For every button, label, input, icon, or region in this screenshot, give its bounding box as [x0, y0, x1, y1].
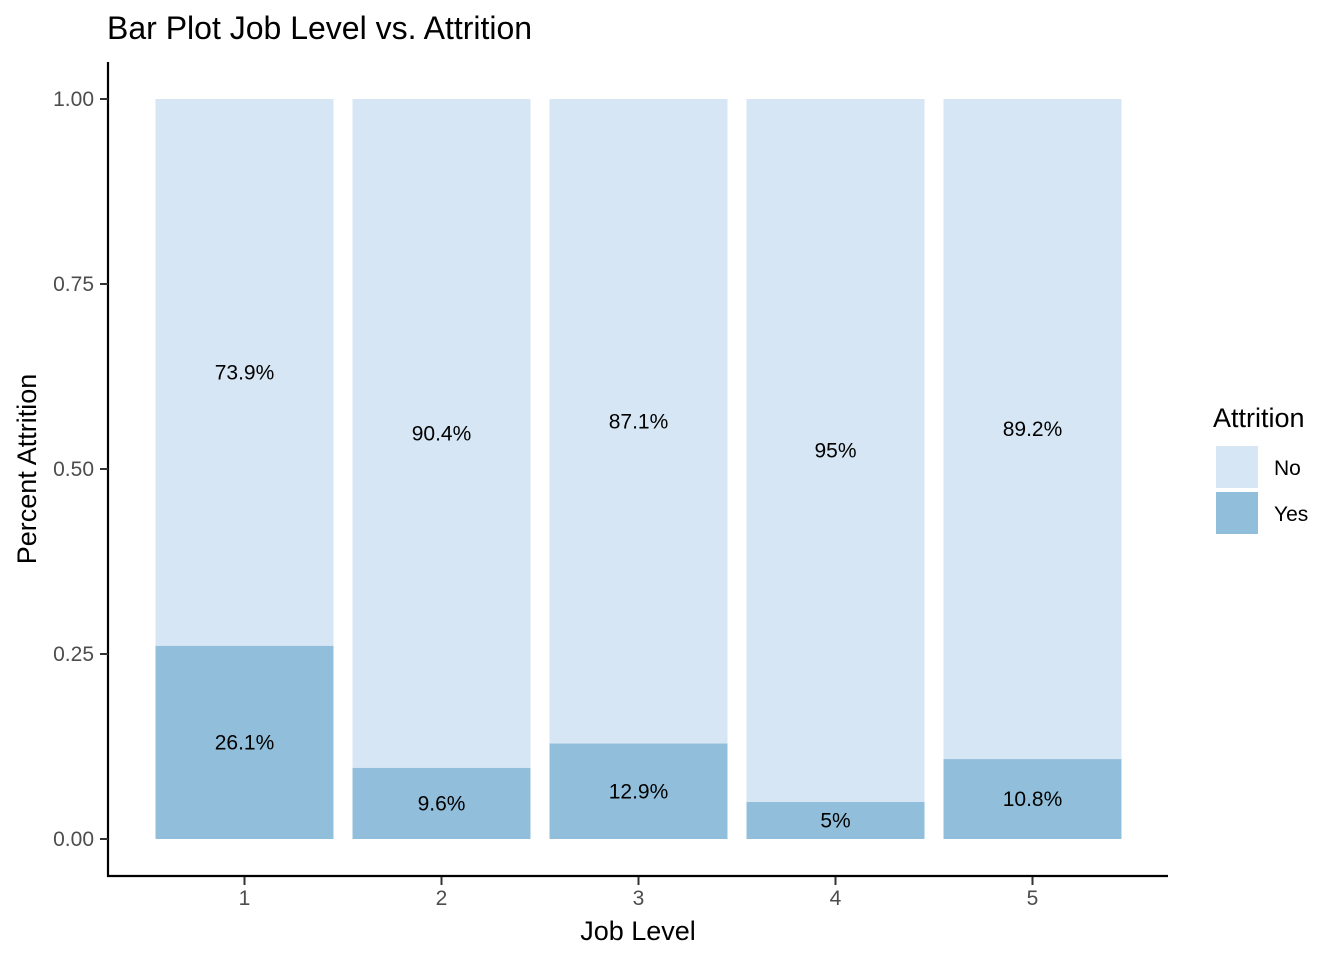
data-label-yes-5: 10.8% — [1003, 788, 1063, 811]
legend-key-no — [1216, 446, 1258, 488]
chart-title: Bar Plot Job Level vs. Attrition — [107, 10, 532, 46]
bar-no-1 — [155, 99, 334, 646]
data-label-yes-3: 12.9% — [609, 780, 669, 803]
legend: Attrition No Yes — [1213, 403, 1308, 534]
x-tick-label-1: 1 — [239, 887, 251, 910]
bar-no-5 — [943, 99, 1122, 760]
bar-no-2 — [352, 99, 531, 768]
y-tick-label-3: 0.75 — [53, 273, 94, 296]
x-tick-label-2: 2 — [436, 887, 448, 910]
x-axis-ticks: 1 2 3 4 5 — [239, 877, 1039, 910]
x-axis-title: Job Level — [580, 916, 696, 946]
bar-no-4 — [746, 99, 925, 802]
data-label-no-5: 89.2% — [1003, 418, 1063, 441]
y-axis-title: Percent Attrition — [12, 374, 42, 565]
data-label-no-1: 73.9% — [215, 361, 275, 384]
bar-yes-5 — [943, 759, 1122, 839]
legend-label-yes: Yes — [1274, 503, 1308, 526]
bar-yes-4 — [746, 802, 925, 839]
x-tick-label-3: 3 — [633, 887, 645, 910]
y-axis-ticks: 0.00 0.25 0.50 0.75 1.00 — [53, 88, 108, 851]
y-tick-label-1: 0.25 — [53, 643, 94, 666]
bar-no-3 — [549, 99, 728, 744]
legend-label-no: No — [1274, 457, 1301, 480]
y-tick-label-2: 0.50 — [53, 458, 94, 481]
legend-key-yes — [1216, 492, 1258, 534]
bar-yes-3 — [549, 743, 728, 839]
x-tick-label-4: 4 — [830, 887, 842, 910]
data-label-no-4: 95% — [814, 440, 856, 463]
y-tick-label-4: 1.00 — [53, 88, 94, 111]
data-label-no-2: 90.4% — [412, 422, 472, 445]
data-label-yes-4: 5% — [820, 810, 850, 833]
x-tick-label-5: 5 — [1027, 887, 1039, 910]
bar-yes-2 — [352, 767, 531, 839]
y-tick-label-0: 0.00 — [53, 828, 94, 851]
data-label-yes-2: 9.6% — [418, 792, 466, 815]
plot-area: 73.9% 26.1% 90.4% 9.6% 87.1% 12.9% 95% 5% 89.2% 1… — [155, 99, 1122, 839]
legend-title: Attrition — [1213, 403, 1305, 433]
bar-yes-1 — [155, 645, 334, 839]
data-label-no-3: 87.1% — [609, 410, 669, 433]
data-label-yes-1: 26.1% — [215, 731, 275, 754]
